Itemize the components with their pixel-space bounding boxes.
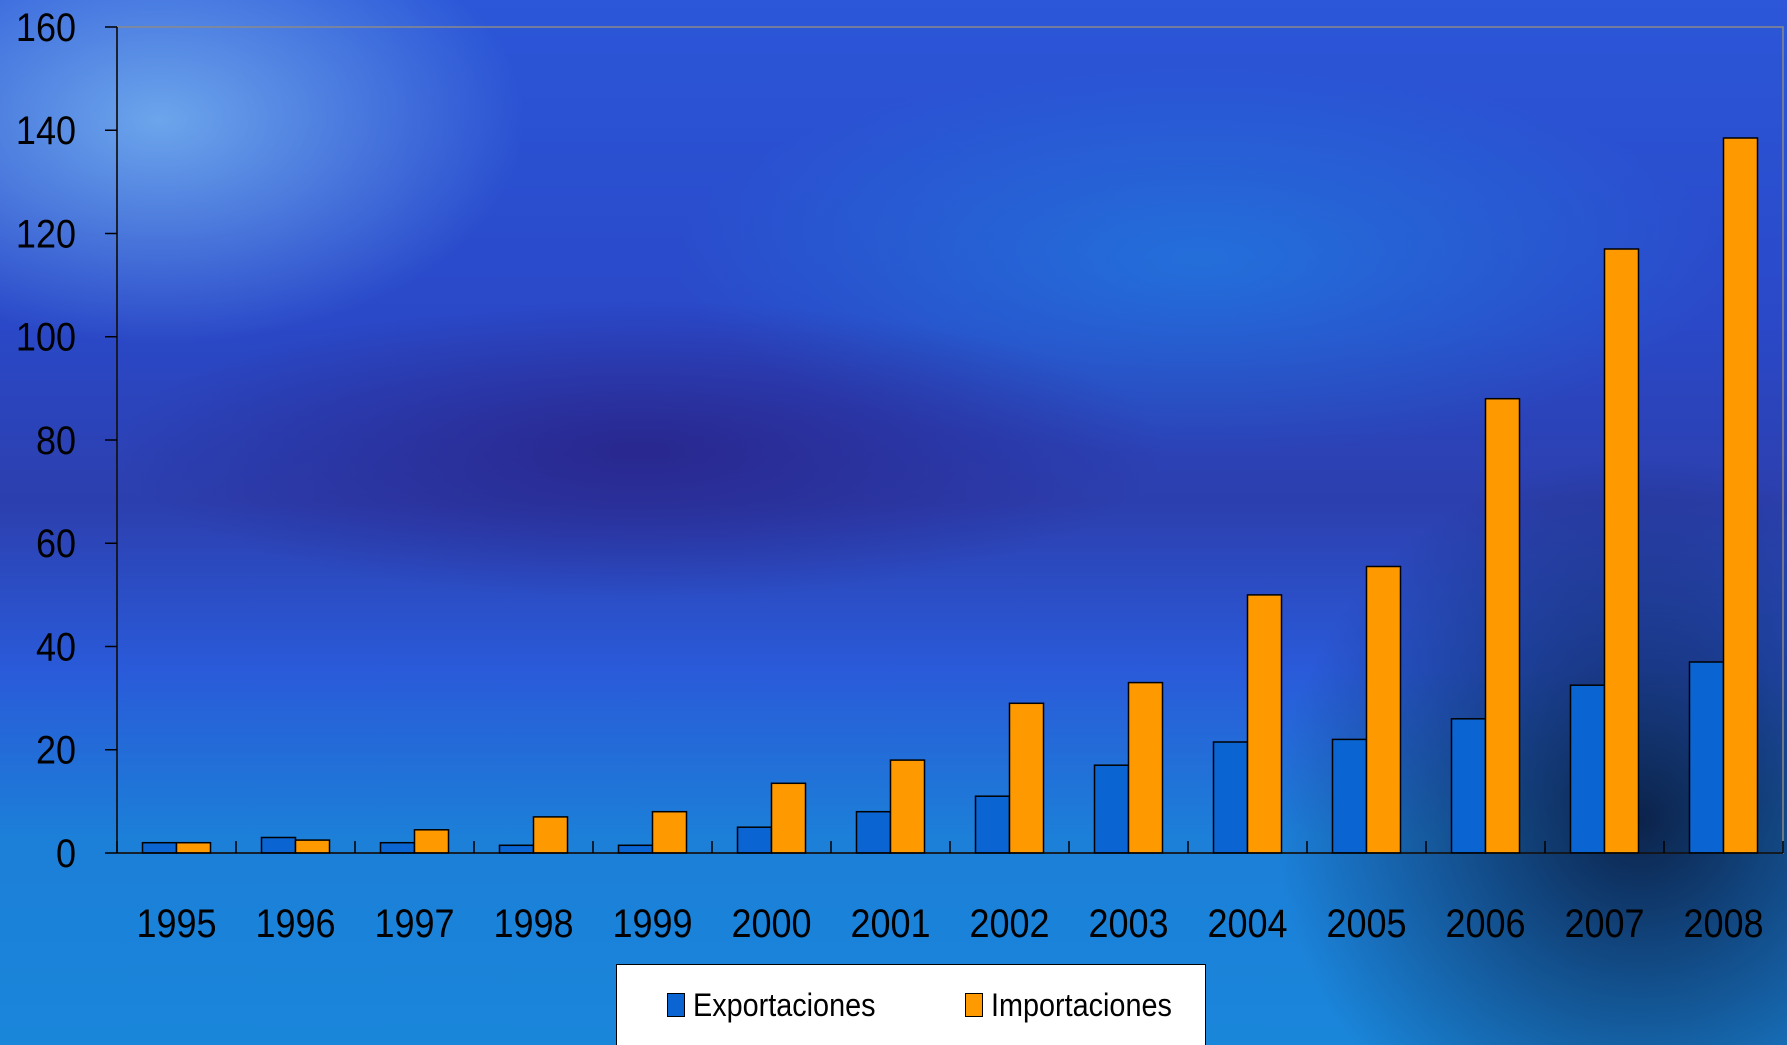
y-tick-label-160: 160 [16, 6, 76, 50]
legend: Exportaciones Importaciones [616, 964, 1206, 1045]
x-tick-label-1997: 1997 [374, 902, 454, 946]
bar-exportaciones-2004 [1212, 741, 1249, 854]
y-tick-label-0: 0 [56, 832, 76, 876]
x-tick-label-1996: 1996 [255, 902, 335, 946]
bar-exportaciones-2002 [974, 795, 1011, 854]
y-tick-label-140: 140 [16, 110, 76, 154]
bar-importaciones-1998 [532, 816, 569, 854]
bar-importaciones-1996 [294, 839, 331, 854]
bar-exportaciones-1996 [260, 836, 297, 854]
bar-exportaciones-2006 [1450, 718, 1487, 854]
bar-importaciones-1997 [413, 829, 450, 854]
bar-importaciones-2005 [1365, 565, 1402, 854]
y-tick-label-60: 60 [36, 523, 76, 567]
x-tick-label-2004: 2004 [1207, 902, 1287, 946]
bar-importaciones-2006 [1484, 397, 1521, 854]
x-tick-label-2005: 2005 [1326, 902, 1406, 946]
bar-importaciones-2001 [889, 759, 926, 854]
legend-item-importaciones: Importaciones [965, 985, 1192, 1025]
bar-exportaciones-2007 [1569, 684, 1606, 854]
bar-exportaciones-2008 [1688, 661, 1725, 854]
y-axis-ticks: 0 20 40 60 80 100 120 140 160 [16, 6, 117, 876]
bar-exportaciones-1995 [141, 841, 178, 854]
bar-importaciones-2000 [770, 782, 807, 854]
bar-importaciones-2002 [1008, 702, 1045, 854]
bar-importaciones-1999 [651, 810, 688, 854]
bar-exportaciones-1997 [379, 841, 416, 854]
bar-exportaciones-2005 [1331, 738, 1368, 854]
bar-exportaciones-1999 [617, 844, 654, 854]
x-tick-label-2007: 2007 [1564, 902, 1644, 946]
bar-exportaciones-2001 [855, 810, 892, 854]
bar-importaciones-2007 [1603, 248, 1640, 854]
x-tick-label-1999: 1999 [612, 902, 692, 946]
legend-item-exportaciones: Exportaciones [667, 985, 896, 1025]
plot-frame [116, 26, 1784, 854]
bar-importaciones-2004 [1246, 594, 1283, 854]
x-tick-label-2008: 2008 [1683, 902, 1763, 946]
y-tick-label-100: 100 [16, 316, 76, 360]
x-tick-label-2006: 2006 [1445, 902, 1525, 946]
bar-importaciones-1995 [175, 841, 212, 854]
y-tick-label-40: 40 [36, 626, 76, 670]
x-tick-label-1995: 1995 [136, 902, 216, 946]
y-tick-label-80: 80 [36, 419, 76, 463]
bar-exportaciones-1998 [498, 844, 535, 854]
x-tick-label-2001: 2001 [850, 902, 930, 946]
bar-importaciones-2008 [1722, 137, 1759, 854]
legend-label-exportaciones: Exportaciones [693, 986, 876, 1023]
bar-importaciones-2003 [1127, 681, 1164, 854]
x-tick-label-2003: 2003 [1088, 902, 1168, 946]
y-tick-label-120: 120 [16, 213, 76, 257]
bar-exportaciones-2000 [736, 826, 773, 854]
x-axis-ticks: 1995 1996 1997 1998 1999 2000 2001 2002 2003 2004… [116, 841, 1784, 946]
legend-swatch-exportaciones [667, 993, 685, 1017]
legend-swatch-importaciones [965, 993, 983, 1017]
bar-exportaciones-2003 [1093, 764, 1130, 854]
axes-layer [116, 27, 1783, 854]
x-tick-label-2000: 2000 [731, 902, 811, 946]
x-tick-label-1998: 1998 [493, 902, 573, 946]
bars-layer [141, 137, 1759, 854]
x-tick-label-2002: 2002 [969, 902, 1049, 946]
y-tick-label-20: 20 [36, 729, 76, 773]
legend-label-importaciones: Importaciones [991, 986, 1172, 1023]
